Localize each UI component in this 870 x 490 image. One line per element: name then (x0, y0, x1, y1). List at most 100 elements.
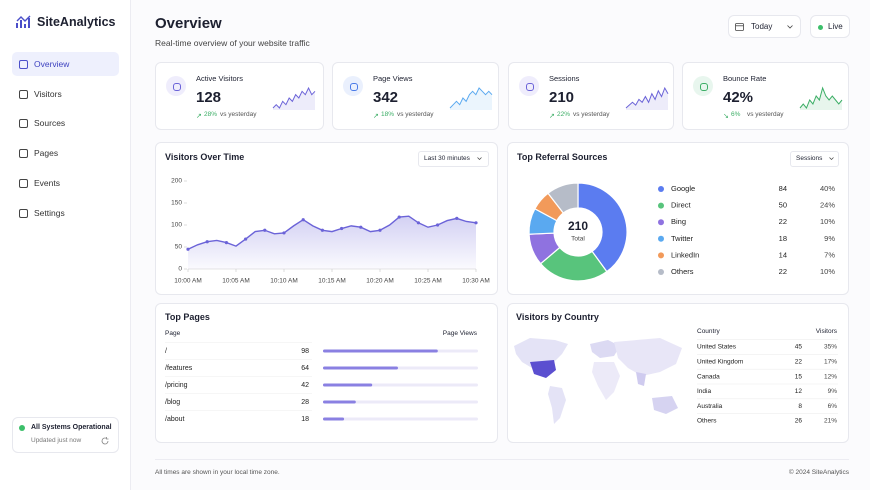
nav-icon[interactable] (19, 89, 28, 99)
status-box (12, 417, 119, 453)
legend-name: Others (671, 267, 694, 276)
sparkline-area (800, 88, 842, 110)
x-tick-label: 10:30 AM (462, 278, 489, 285)
kpi-card (155, 62, 324, 130)
legend-dot (658, 252, 664, 259)
page-path: /features (165, 365, 193, 372)
page-path: /blog (165, 399, 180, 406)
nav-item[interactable]: Pages (34, 148, 59, 159)
point (474, 221, 478, 225)
kpi-label: Bounce Rate (723, 74, 767, 83)
kpi-label: Page Views (373, 74, 413, 83)
nav-item[interactable]: Visitors (34, 88, 62, 99)
bar (323, 417, 345, 421)
nav-icon[interactable] (19, 149, 28, 159)
page-title: Overview (155, 15, 222, 32)
line (187, 215, 477, 250)
bar (323, 400, 356, 404)
country-share: 35% (824, 344, 837, 351)
y-tick-label: 50 (175, 244, 183, 251)
country-name: Australia (697, 403, 723, 410)
status-title: All Systems Operational (31, 424, 112, 431)
sidebar (0, 0, 131, 490)
nav-item[interactable]: Events (34, 177, 60, 188)
metric-select[interactable] (790, 151, 839, 167)
point (340, 226, 344, 231)
visitors-card (155, 142, 498, 295)
country-visitors: 22 (795, 359, 803, 366)
kpi-icon (343, 76, 363, 96)
kpi-icon-glyph (700, 83, 708, 91)
brand-logo (16, 15, 31, 28)
sparkline-area (450, 88, 492, 110)
legend-share: 40% (820, 184, 835, 193)
donut-slice (577, 182, 628, 273)
nav-icon[interactable] (19, 60, 28, 69)
card-title: Visitors by Country (516, 312, 599, 322)
point (244, 237, 248, 241)
sparkline (799, 86, 843, 109)
legend-share: 7% (824, 250, 835, 259)
nav-item[interactable]: Settings (34, 207, 65, 218)
page-views: 42 (301, 382, 309, 389)
sparkline (625, 86, 669, 109)
kpi-arrow: ↗ (196, 113, 202, 120)
footer-note: All times are shown in your local time z… (155, 469, 280, 476)
legend-dot (658, 269, 664, 275)
point (282, 231, 286, 235)
date-select[interactable] (728, 15, 801, 38)
point (455, 216, 459, 220)
donut-slice (547, 182, 579, 214)
legend-value: 50 (779, 201, 787, 210)
country-visitors: 15 (795, 373, 803, 380)
calendar-icon (735, 23, 744, 31)
kpi-card (682, 62, 849, 130)
country-name: United Kingdom (697, 359, 743, 366)
kpi-icon (693, 76, 713, 96)
kpi-value: 342 (373, 89, 399, 106)
page-views: 18 (301, 416, 309, 423)
kpi-icon-glyph (173, 83, 181, 91)
country-name: Canada (697, 373, 720, 380)
nav-item[interactable]: Overview (34, 59, 70, 69)
x-tick-label: 10:00 AM (174, 278, 201, 285)
footer-divider (155, 459, 849, 460)
kpi-note: vs yesterday (397, 111, 434, 118)
bar (323, 366, 398, 370)
live-label: Live (828, 22, 843, 31)
range-label: Last 30 minutes (424, 155, 470, 162)
kpi-icon-glyph (350, 83, 358, 91)
nav-icon[interactable] (19, 178, 28, 188)
nav-item[interactable]: Sources (34, 118, 66, 129)
nav-active (12, 52, 119, 76)
country-visitors: 12 (795, 388, 803, 395)
legend-dot (658, 219, 664, 226)
chevron (787, 25, 793, 29)
kpi-arrow: ↗ (373, 113, 379, 120)
sparkline (272, 86, 316, 109)
x-tick-label: 10:20 AM (366, 278, 393, 285)
kpi-label: Sessions (549, 74, 580, 83)
live-dot (818, 25, 823, 30)
page-views: 28 (301, 399, 309, 406)
live-badge[interactable] (810, 15, 850, 38)
date-label: Today (751, 22, 773, 31)
point (224, 241, 228, 245)
page-subtitle: Real-time overview of your website traff… (155, 38, 310, 48)
kpi-arrow: ↘ (723, 113, 729, 120)
range-select[interactable] (418, 151, 489, 167)
bar (323, 349, 438, 353)
kpi-note: vs yesterday (747, 111, 784, 118)
nav-icon[interactable] (19, 119, 28, 129)
x-tick-label: 10:05 AM (222, 278, 249, 285)
refresh-icon[interactable] (101, 437, 109, 445)
country-share: 9% (828, 388, 838, 395)
point (436, 223, 440, 227)
brand: SiteAnalytics (37, 15, 116, 29)
legend-share: 10% (820, 217, 835, 226)
donut-total-label: Total (571, 236, 585, 243)
column-header: Visitors (815, 328, 837, 335)
kpi-label: Active Visitors (196, 74, 243, 83)
nav-icon[interactable] (19, 208, 28, 218)
